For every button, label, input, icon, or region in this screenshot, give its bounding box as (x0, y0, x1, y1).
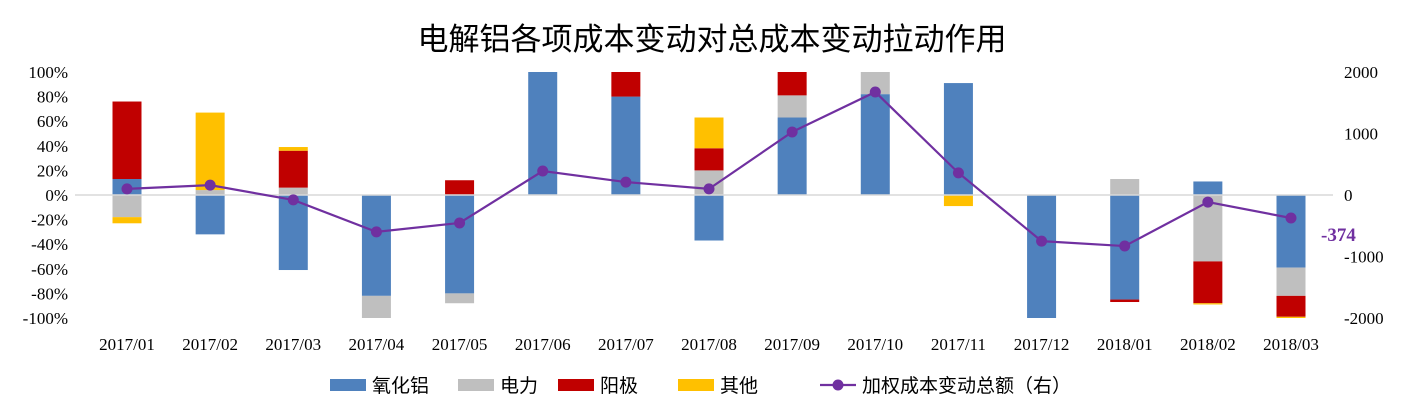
x-tick: 2018/01 (1097, 335, 1153, 354)
y-left-tick: 40% (37, 137, 68, 156)
bar-其他-2017/01 (112, 217, 142, 224)
x-tick: 2017/02 (182, 335, 238, 354)
y-left-tick: -20% (31, 211, 68, 230)
line-point-2017/08 (703, 183, 715, 195)
bar-阳极-2017/08 (694, 148, 724, 171)
y-left-tick: 80% (37, 88, 68, 107)
y-left-tick: 60% (37, 112, 68, 131)
line-point-2017/01 (121, 183, 133, 195)
x-tick: 2017/11 (931, 335, 986, 354)
bar-其他-2017/08 (694, 117, 724, 149)
line-point-2018/03 (1285, 212, 1297, 224)
bar-其他-2017/02 (195, 112, 225, 191)
annotation-label: -374 (1321, 225, 1356, 246)
y-right-tick: 2000 (1344, 63, 1378, 82)
line-point-2018/01 (1119, 240, 1131, 252)
bar-阳极-2017/05 (445, 180, 475, 195)
bar-氧化铝-2017/02 (195, 195, 225, 235)
line-point-2017/10 (869, 86, 881, 98)
x-tick: 2017/01 (99, 335, 155, 354)
y-right-tick: -1000 (1344, 248, 1384, 267)
bar-其他-2017/03 (278, 147, 308, 151)
bar-阳极-2017/01 (112, 101, 142, 180)
x-tick: 2018/03 (1263, 335, 1319, 354)
line-point-2017/07 (620, 176, 632, 188)
legend-swatch (458, 379, 494, 391)
legend-swatch (678, 379, 714, 391)
bar-电力-2017/04 (361, 295, 391, 318)
y-left-tick: 0% (45, 186, 68, 205)
bar-其他-2018/02 (1193, 303, 1223, 305)
line-point-2018/02 (1202, 196, 1214, 208)
y-right-tick: -2000 (1344, 309, 1384, 328)
bar-电力-2017/05 (445, 293, 475, 304)
legend-label: 加权成本变动总额（右） (862, 375, 1071, 397)
bar-氧化铝-2018/02 (1193, 181, 1223, 195)
bar-氧化铝-2017/10 (860, 94, 890, 195)
line-point-2017/04 (370, 226, 382, 238)
legend-label: 阳极 (600, 375, 638, 397)
legend-marker (832, 379, 844, 391)
y-left-tick: 100% (28, 63, 68, 82)
line-point-2017/09 (786, 126, 798, 138)
legend-label: 氧化铝 (372, 375, 429, 397)
legend-label: 电力 (500, 375, 538, 397)
bar-电力-2017/10 (860, 72, 890, 95)
x-tick: 2018/02 (1180, 335, 1236, 354)
bar-氧化铝-2017/05 (445, 195, 475, 294)
bar-电力-2017/01 (112, 195, 142, 218)
legend-label: 其他 (720, 375, 758, 397)
chart-title: 电解铝各项成本变动对总成本变动拉动作用 (418, 22, 1007, 57)
bar-阳极-2017/07 (611, 72, 641, 97)
x-tick: 2017/06 (515, 335, 571, 354)
bar-氧化铝-2018/03 (1276, 195, 1306, 268)
line-point-2017/12 (1036, 235, 1048, 247)
line-point-2017/06 (537, 165, 549, 177)
line-point-2017/03 (287, 194, 299, 206)
bar-电力-2017/02 (195, 190, 225, 195)
bar-电力-2018/03 (1276, 267, 1306, 296)
y-left-tick: -40% (31, 235, 68, 254)
y-left-tick: -100% (23, 309, 68, 328)
x-tick: 2017/07 (598, 335, 654, 354)
legend-item: 其他 (678, 375, 758, 397)
bar-电力-2017/09 (777, 95, 807, 118)
y-left-tick: -60% (31, 260, 68, 279)
legend-swatch (330, 379, 366, 391)
bar-氧化铝-2017/08 (694, 195, 724, 241)
y-left-tick: -80% (31, 284, 68, 303)
y-right-tick: 0 (1344, 186, 1353, 205)
legend-item: 阳极 (558, 375, 638, 397)
x-tick: 2017/09 (764, 335, 820, 354)
bar-阳极-2018/01 (1110, 299, 1140, 303)
y-left-tick: 20% (37, 161, 68, 180)
x-tick: 2017/04 (349, 335, 405, 354)
bar-电力-2017/03 (278, 187, 308, 195)
bar-电力-2018/01 (1110, 179, 1140, 195)
x-tick: 2017/08 (681, 335, 737, 354)
line-point-2017/11 (952, 167, 964, 179)
bar-氧化铝-2017/03 (278, 195, 308, 271)
bar-阳极-2017/03 (278, 150, 308, 188)
bar-其他-2018/03 (1276, 316, 1306, 318)
bar-氧化铝-2017/04 (361, 195, 391, 296)
legend-item: 加权成本变动总额（右） (820, 375, 1071, 397)
line-point-2017/02 (204, 179, 216, 191)
legend-swatch (558, 379, 594, 391)
y-right-tick: 1000 (1344, 125, 1378, 144)
bar-阳极-2017/09 (777, 72, 807, 96)
x-tick: 2017/12 (1014, 335, 1070, 354)
legend-item: 氧化铝 (330, 375, 429, 397)
bar-氧化铝-2017/12 (1027, 195, 1057, 318)
x-tick: 2017/03 (265, 335, 321, 354)
bar-其他-2017/11 (943, 195, 973, 207)
x-tick: 2017/05 (432, 335, 488, 354)
line-point-2017/05 (454, 217, 466, 229)
legend-item: 电力 (458, 375, 538, 397)
bar-阳极-2018/03 (1276, 295, 1306, 317)
x-tick: 2017/10 (847, 335, 903, 354)
bar-阳极-2018/02 (1193, 261, 1223, 304)
